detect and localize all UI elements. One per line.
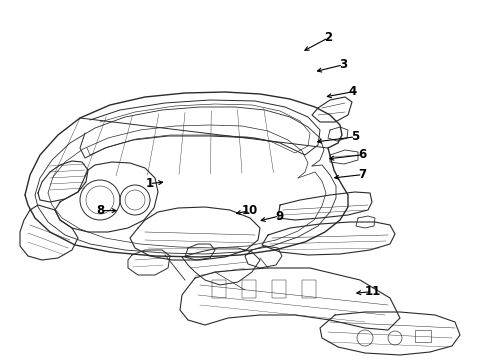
Bar (415, 330, 431, 342)
Text: 10: 10 (242, 204, 258, 217)
Text: 5: 5 (351, 130, 359, 143)
Text: 7: 7 (359, 168, 367, 181)
Text: 9: 9 (275, 210, 283, 222)
Text: 1: 1 (146, 177, 153, 190)
Text: 6: 6 (359, 148, 367, 161)
Text: 3: 3 (339, 58, 347, 71)
Text: 8: 8 (97, 204, 104, 217)
Text: 4: 4 (349, 85, 357, 98)
Text: 11: 11 (364, 285, 381, 298)
Text: 2: 2 (324, 31, 332, 44)
